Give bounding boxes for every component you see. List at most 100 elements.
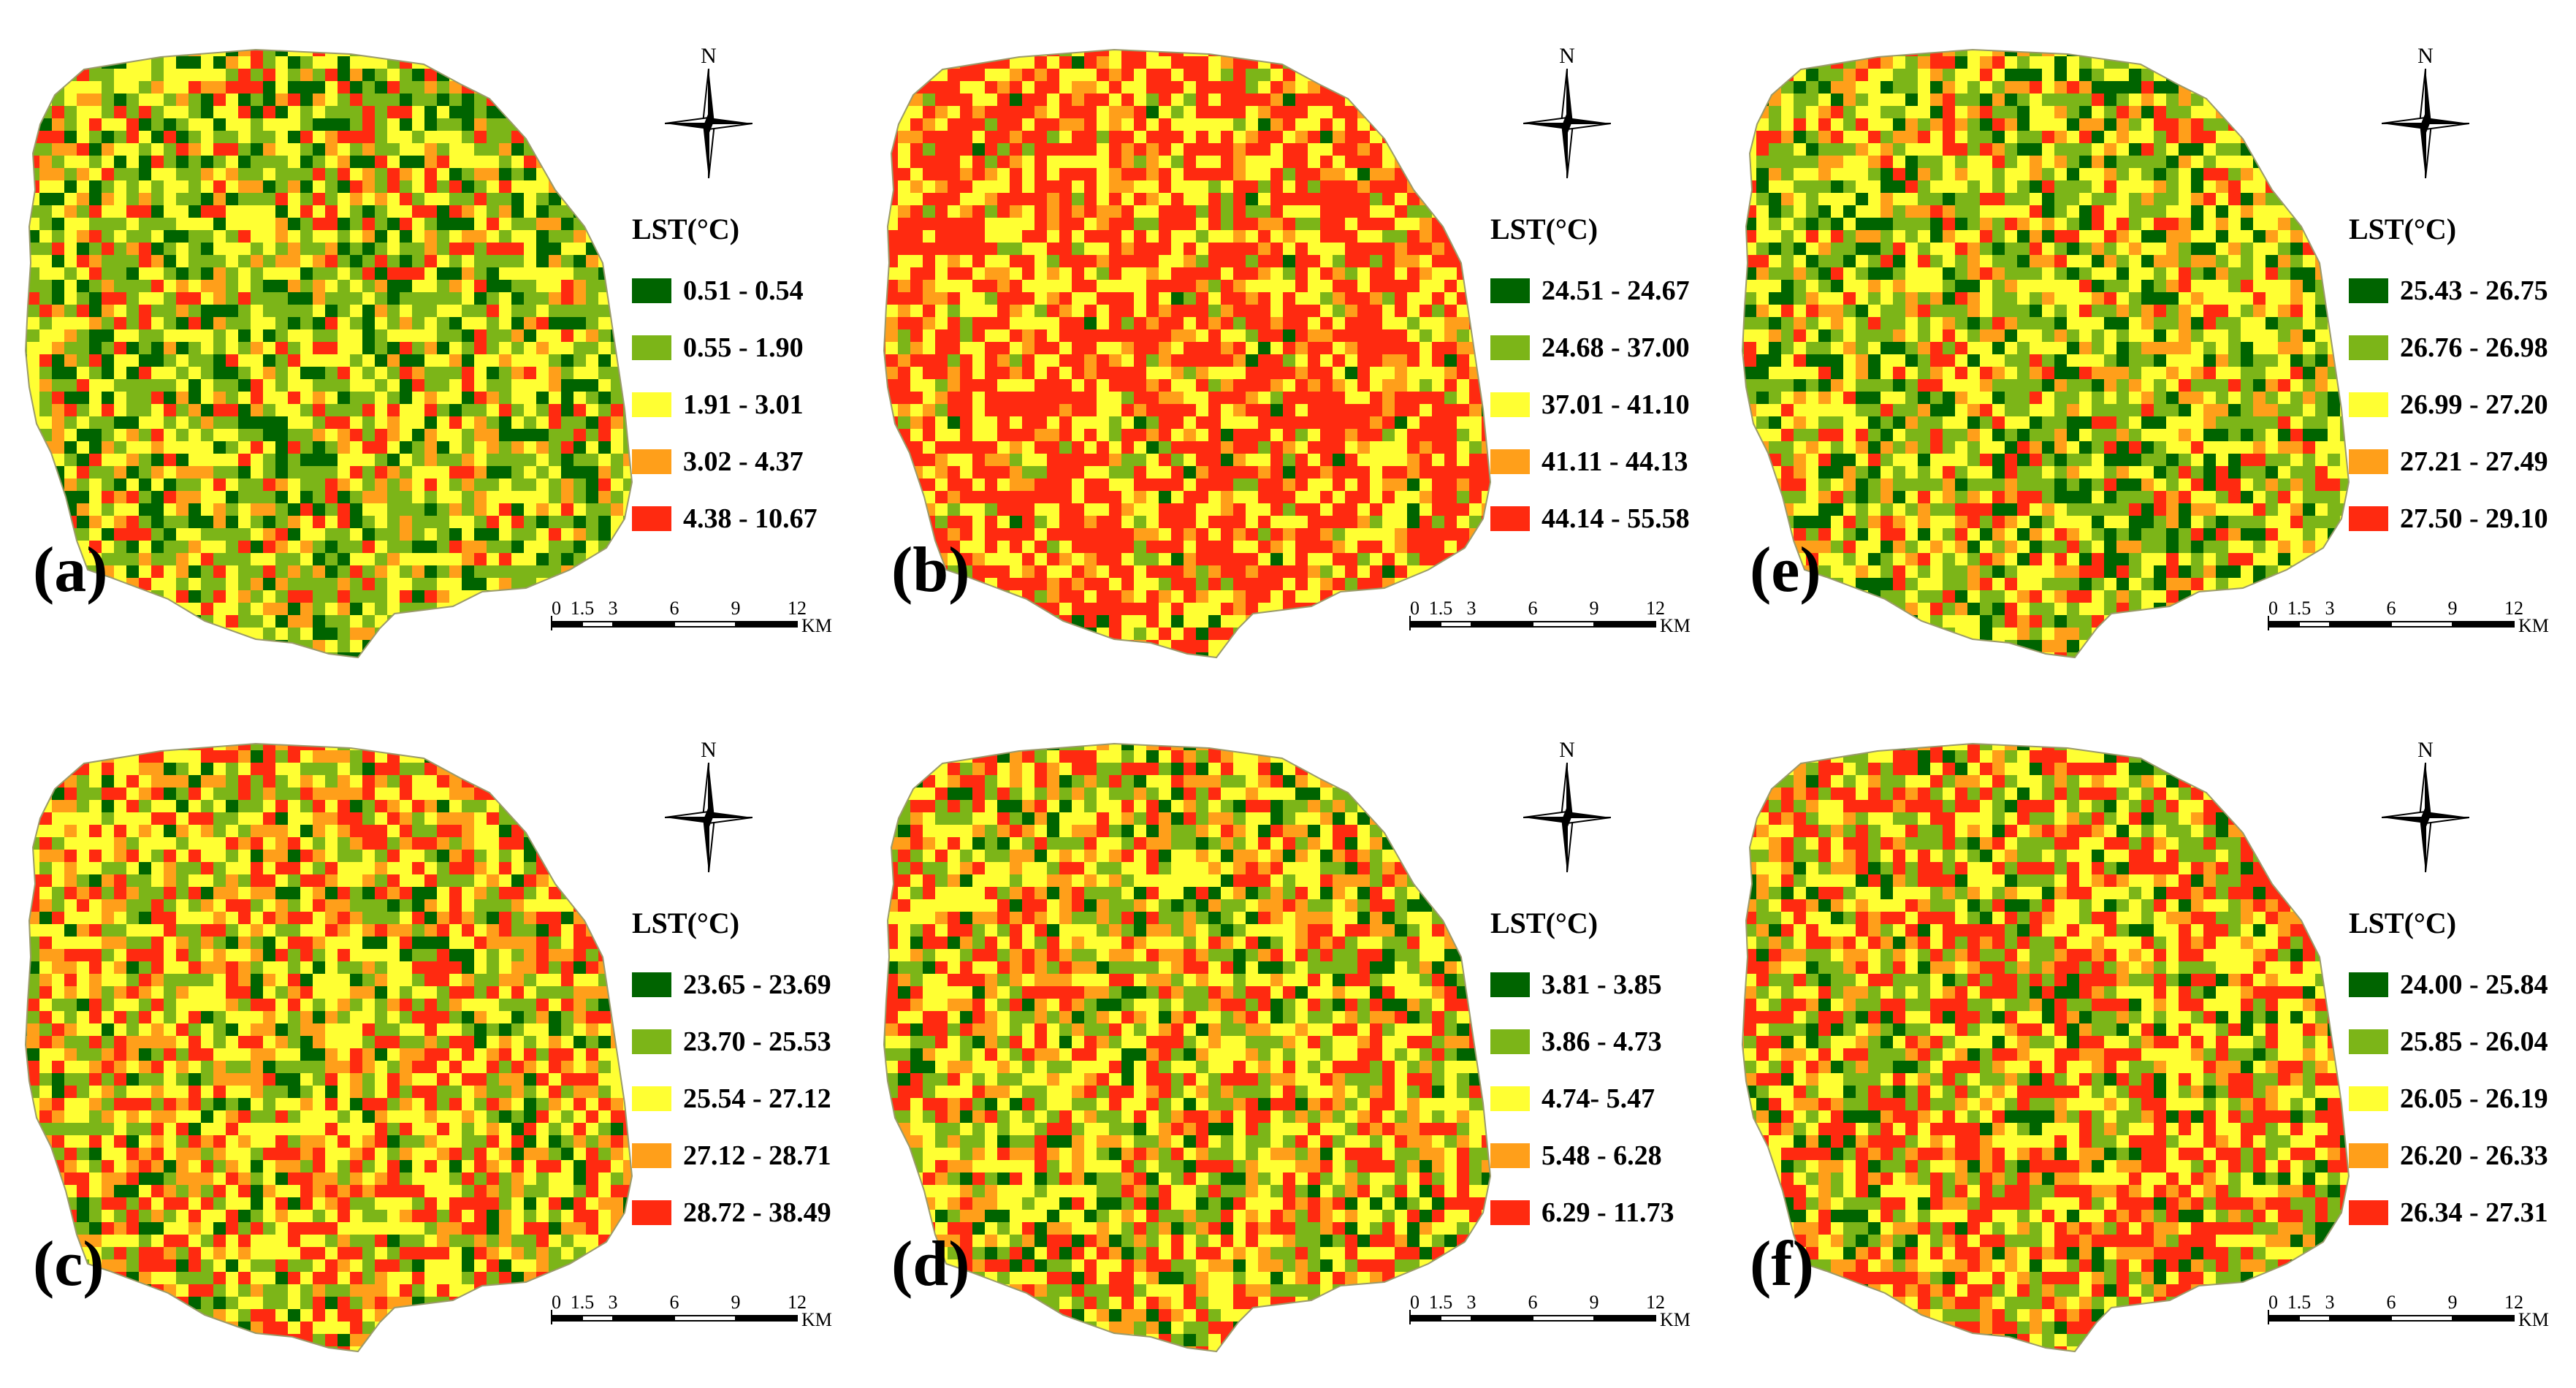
scale-tick-label: 1.5 (571, 598, 595, 619)
legend-range-label: 26.34 - 27.31 (2400, 1197, 2548, 1228)
legend-swatch (2349, 449, 2388, 474)
legend-swatch (632, 392, 671, 417)
lst-raster-map (873, 44, 1494, 672)
scale-tick-label: 12 (788, 1292, 807, 1313)
scale-tick-label: 6 (1528, 1292, 1538, 1313)
panel-label: (c) (33, 1229, 104, 1300)
north-arrow: N (2374, 738, 2477, 877)
map-panel-d: (d) N LST(°C) 3.81 - 3.85 3.86 - 4.73 4.74… (858, 694, 1717, 1388)
legend-swatch (632, 1200, 671, 1225)
lst-legend: LST(°C) 23.65 - 23.69 23.70 - 25.53 25.54 … (632, 906, 873, 1241)
compass-rose-icon (665, 763, 752, 872)
legend-swatch (1490, 972, 1530, 997)
scale-tick-label: 9 (1590, 598, 1599, 619)
scale-tick-label: 6 (670, 598, 679, 619)
legend-item: 4.74- 5.47 (1490, 1070, 1731, 1127)
legend-item: 1.91 - 3.01 (632, 376, 873, 433)
legend-range-label: 4.74- 5.47 (1542, 1083, 1655, 1114)
scale-tick-label: 0 (2268, 1292, 2278, 1313)
legend-range-label: 23.70 - 25.53 (683, 1026, 831, 1057)
legend-swatch (1490, 1143, 1530, 1168)
panel-label: (d) (891, 1229, 970, 1300)
legend-item: 37.01 - 41.10 (1490, 376, 1731, 433)
legend-range-label: 25.54 - 27.12 (683, 1083, 831, 1114)
scale-bar: 0 1.5 3 6 9 12 KM (2261, 588, 2575, 654)
legend-range-label: 1.91 - 3.01 (683, 389, 804, 420)
legend-item: 26.05 - 26.19 (2349, 1070, 2576, 1127)
scale-tick-label: 12 (1646, 598, 1665, 619)
scale-unit-label: KM (1660, 615, 1691, 636)
map-panel-a: (a) N LST(°C) 0.51 - 0.54 0.55 - 1.90 1.91… (0, 0, 858, 694)
legend-swatch (2349, 335, 2388, 360)
legend-item: 24.51 - 24.67 (1490, 262, 1731, 319)
legend-range-label: 24.51 - 24.67 (1542, 275, 1690, 306)
north-letter: N (1559, 44, 1575, 68)
scale-tick-label: 3 (2325, 1292, 2335, 1313)
legend-item: 26.20 - 26.33 (2349, 1127, 2576, 1184)
legend-range-label: 26.20 - 26.33 (2400, 1140, 2548, 1171)
compass-rose-icon (1523, 69, 1611, 178)
map-panel-f: (f) N LST(°C) 24.00 - 25.84 25.85 - 26.04… (1717, 694, 2575, 1388)
scale-tick-label: 0 (1410, 598, 1420, 619)
legend-range-label: 3.02 - 4.37 (683, 446, 804, 477)
scale-tick-label: 9 (1590, 1292, 1599, 1313)
lst-legend: LST(°C) 25.43 - 26.75 26.76 - 26.98 26.99 … (2349, 212, 2576, 547)
north-arrow: N (1516, 44, 1618, 183)
scale-unit-label: KM (2518, 615, 2549, 636)
legend-range-label: 3.86 - 4.73 (1542, 1026, 1662, 1057)
legend-range-label: 23.65 - 23.69 (683, 969, 831, 1000)
legend-swatch (1490, 506, 1530, 531)
legend-range-label: 0.51 - 0.54 (683, 275, 804, 306)
legend-item: 25.54 - 27.12 (632, 1070, 873, 1127)
legend-item: 6.29 - 11.73 (1490, 1184, 1731, 1241)
scale-unit-label: KM (1660, 1309, 1691, 1330)
scale-unit-label: KM (801, 1309, 832, 1330)
scale-tick-label: 6 (2387, 598, 2396, 619)
legend-swatch (1490, 1200, 1530, 1225)
legend-item: 4.38 - 10.67 (632, 490, 873, 547)
legend-range-label: 5.48 - 6.28 (1542, 1140, 1662, 1171)
legend-swatch (632, 1029, 671, 1054)
legend-swatch (1490, 1029, 1530, 1054)
lst-legend: LST(°C) 0.51 - 0.54 0.55 - 1.90 1.91 - 3.0… (632, 212, 873, 547)
lst-raster-map (873, 738, 1494, 1366)
scale-tick-label: 0 (1410, 1292, 1420, 1313)
scale-bar: 0 1.5 3 6 9 12 KM (544, 1282, 858, 1348)
legend-title: LST(°C) (2349, 213, 2457, 245)
legend-swatch (2349, 506, 2388, 531)
legend-swatch (2349, 1086, 2388, 1111)
legend-swatch (632, 278, 671, 303)
legend-title: LST(°C) (632, 213, 740, 245)
legend-swatch (632, 972, 671, 997)
panel-label: (a) (33, 535, 108, 606)
legend-swatch (1490, 335, 1530, 360)
legend-range-label: 44.14 - 55.58 (1542, 503, 1690, 534)
legend-title: LST(°C) (632, 907, 740, 939)
legend-range-label: 41.11 - 44.13 (1542, 446, 1688, 477)
legend-swatch (632, 335, 671, 360)
north-letter: N (701, 738, 717, 762)
scale-unit-label: KM (801, 615, 832, 636)
scale-bar: 0 1.5 3 6 9 12 KM (544, 588, 858, 654)
legend-title: LST(°C) (1490, 907, 1598, 939)
legend-item: 41.11 - 44.13 (1490, 433, 1731, 490)
lst-raster-map (15, 44, 636, 672)
legend-item: 0.51 - 0.54 (632, 262, 873, 319)
legend-swatch (1490, 1086, 1530, 1111)
legend-item: 23.65 - 23.69 (632, 956, 873, 1013)
scale-tick-label: 3 (1467, 598, 1476, 619)
legend-swatch (2349, 278, 2388, 303)
scale-tick-label: 9 (2448, 598, 2458, 619)
scale-bar: 0 1.5 3 6 9 12 KM (1403, 588, 1717, 654)
scale-tick-label: 12 (788, 598, 807, 619)
legend-range-label: 25.43 - 26.75 (2400, 275, 2548, 306)
north-arrow: N (658, 44, 760, 183)
legend-item: 24.68 - 37.00 (1490, 319, 1731, 376)
scale-bar: 0 1.5 3 6 9 12 KM (2261, 1282, 2575, 1348)
north-letter: N (2417, 44, 2434, 68)
legend-swatch (2349, 972, 2388, 997)
map-panel-c: (c) N LST(°C) 23.65 - 23.69 23.70 - 25.53… (0, 694, 858, 1388)
scale-tick-label: 1.5 (1429, 598, 1453, 619)
legend-swatch (1490, 392, 1530, 417)
lst-legend: LST(°C) 24.00 - 25.84 25.85 - 26.04 26.05 … (2349, 906, 2576, 1241)
